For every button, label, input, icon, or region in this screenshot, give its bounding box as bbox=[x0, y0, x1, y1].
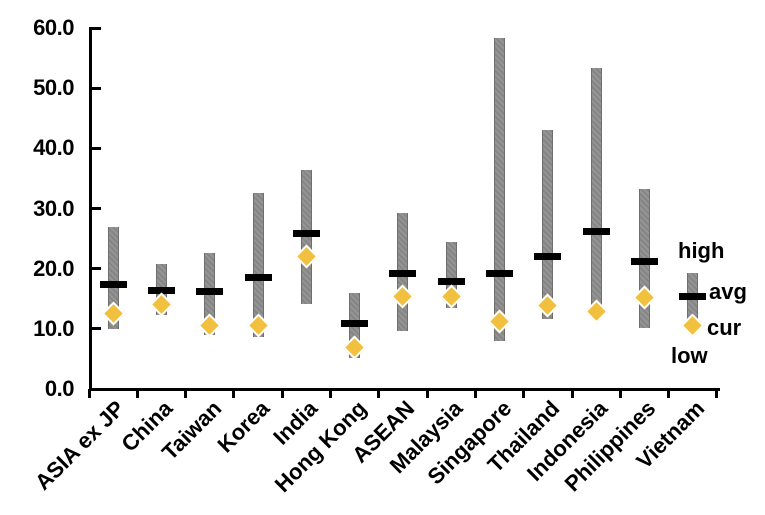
y-tick-label: 10.0 bbox=[33, 315, 74, 341]
range-bar bbox=[494, 37, 506, 341]
avg-marker bbox=[147, 287, 175, 295]
legend-label-low: low bbox=[671, 343, 708, 368]
range-bar bbox=[542, 130, 554, 320]
cur-marker bbox=[246, 313, 271, 338]
y-tick-label: 0.0 bbox=[44, 376, 75, 401]
x-axis-tick bbox=[87, 389, 91, 398]
x-axis-tick bbox=[425, 389, 429, 398]
cur-marker bbox=[197, 313, 222, 338]
y-axis-tick bbox=[92, 207, 101, 210]
avg-marker bbox=[196, 288, 224, 296]
avg-marker bbox=[534, 252, 562, 260]
x-axis-tick bbox=[667, 389, 671, 398]
y-tick-label: 20.0 bbox=[33, 255, 74, 281]
avg-marker bbox=[486, 269, 514, 277]
avg-marker bbox=[582, 227, 610, 235]
cur-marker bbox=[487, 308, 512, 334]
avg-marker bbox=[630, 257, 658, 265]
y-axis-line bbox=[89, 27, 92, 391]
legend-label-avg: avg bbox=[709, 279, 747, 304]
x-axis-tick bbox=[570, 389, 574, 398]
x-axis-tick bbox=[232, 389, 236, 398]
cur-marker bbox=[342, 335, 367, 360]
avg-marker bbox=[389, 269, 417, 277]
cur-marker bbox=[390, 284, 415, 309]
avg-marker bbox=[679, 293, 707, 301]
legend-label-cur: cur bbox=[707, 315, 742, 340]
y-tick-label: 50.0 bbox=[33, 75, 74, 101]
cur-marker bbox=[294, 244, 319, 269]
y-axis-tick bbox=[92, 387, 101, 391]
avg-marker bbox=[244, 273, 272, 281]
x-axis-line bbox=[89, 388, 720, 391]
x-axis-tick bbox=[184, 389, 188, 398]
x-axis-tick bbox=[280, 389, 284, 398]
cur-marker bbox=[535, 293, 560, 318]
range-bar bbox=[590, 68, 602, 306]
x-axis-tick bbox=[329, 389, 332, 398]
legend-label-high: high bbox=[678, 238, 725, 263]
range-bar bbox=[252, 192, 264, 337]
y-axis-tick bbox=[92, 327, 101, 331]
cur-marker bbox=[680, 313, 705, 338]
y-tick-label: 60.0 bbox=[33, 15, 74, 40]
y-axis-tick bbox=[92, 86, 101, 90]
x-axis-tick bbox=[618, 389, 622, 398]
range-bar bbox=[107, 227, 119, 330]
y-axis-tick bbox=[92, 267, 101, 271]
range-bar bbox=[445, 241, 457, 309]
range-bar bbox=[300, 169, 312, 304]
x-axis-tick bbox=[473, 389, 477, 398]
x-axis-tick bbox=[135, 389, 139, 398]
x-axis-tick bbox=[715, 389, 719, 398]
y-tick-label: 30.0 bbox=[33, 195, 74, 221]
cur-marker bbox=[149, 292, 174, 317]
y-tick-label: 40.0 bbox=[33, 135, 74, 161]
cur-marker bbox=[101, 301, 126, 326]
avg-marker bbox=[292, 229, 320, 237]
avg-marker bbox=[99, 280, 127, 288]
cur-marker bbox=[632, 285, 657, 310]
cur-marker bbox=[584, 299, 609, 324]
y-axis-tick bbox=[92, 146, 101, 150]
x-axis-tick bbox=[377, 389, 381, 398]
avg-marker bbox=[341, 319, 369, 327]
cur-marker bbox=[439, 284, 464, 309]
avg-marker bbox=[437, 278, 465, 286]
x-axis-tick bbox=[522, 389, 526, 398]
y-axis-tick bbox=[92, 26, 101, 30]
